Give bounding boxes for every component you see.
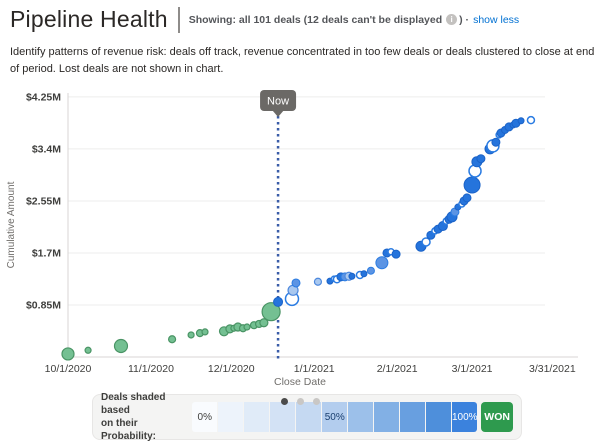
probability-legend: Deals shaded based on their Probability:… — [92, 392, 522, 442]
chart-description: Identify patterns of revenue risk: deals… — [10, 46, 595, 76]
showing-suffix: ) · — [459, 13, 470, 26]
probability-segment: 50% — [322, 402, 348, 432]
deal-point[interactable] — [291, 278, 301, 288]
legend-label: Deals shaded based on their Probability: — [101, 392, 166, 442]
deal-point[interactable] — [113, 338, 129, 354]
deal-point[interactable] — [463, 176, 481, 194]
y-tick-label: $3.4M — [32, 143, 61, 155]
deal-point[interactable] — [517, 117, 525, 125]
x-tick-label: 1/1/2021 — [294, 363, 335, 375]
y-tick-label: $1.7M — [32, 247, 61, 259]
deal-point[interactable] — [526, 115, 536, 125]
showing-summary: Showing: all 101 deals (12 deals can't b… — [189, 14, 519, 26]
deal-point[interactable] — [187, 331, 195, 339]
now-tooltip-pointer — [272, 110, 285, 117]
y-tick-label: $2.55M — [26, 195, 61, 207]
deal-point[interactable] — [462, 193, 472, 203]
probability-segment: 100% — [452, 402, 478, 432]
legend-pager-dots — [281, 398, 320, 405]
won-badge: WON — [481, 402, 513, 432]
probability-gradient-bar: 0% 50% 100% — [192, 402, 478, 432]
x-tick-label: 10/1/2020 — [45, 363, 92, 375]
probability-segment — [218, 402, 244, 432]
show-less-link[interactable]: show less — [473, 13, 520, 26]
now-tooltip — [260, 90, 297, 111]
x-axis-title: Close Date — [274, 376, 326, 388]
deal-point[interactable] — [375, 256, 389, 270]
x-tick-label: 3/31/2021 — [529, 363, 576, 375]
deal-point[interactable] — [421, 237, 431, 247]
y-axis-title: Cumulative Amount — [6, 181, 17, 268]
probability-segment — [270, 402, 296, 432]
x-tick-label: 3/1/2021 — [452, 363, 493, 375]
deal-point[interactable] — [366, 266, 375, 275]
deal-point[interactable] — [360, 270, 368, 278]
deal-point[interactable] — [261, 302, 281, 322]
deal-point[interactable] — [243, 323, 251, 331]
x-tick-label: 11/1/2020 — [128, 363, 174, 375]
probability-segment — [244, 402, 270, 432]
deal-point[interactable] — [61, 347, 75, 361]
probability-segment — [400, 402, 426, 432]
pager-dot-inactive[interactable] — [297, 398, 304, 405]
deal-point[interactable] — [391, 249, 401, 259]
y-tick-label: $4.25M — [26, 91, 61, 103]
page-title: Pipeline Health — [10, 6, 168, 32]
info-icon[interactable]: i — [446, 14, 458, 25]
deal-point[interactable] — [313, 277, 323, 286]
deal-point[interactable] — [491, 137, 501, 147]
probability-segment — [374, 402, 400, 432]
probability-segment: 0% — [192, 402, 218, 432]
deal-point[interactable] — [273, 296, 284, 307]
now-tooltip-label: Now — [267, 96, 289, 108]
deal-point[interactable] — [476, 154, 486, 164]
deal-point[interactable] — [259, 318, 269, 328]
x-tick-label: 2/1/2021 — [377, 363, 418, 375]
header: Pipeline Health Showing: all 101 deals (… — [10, 6, 519, 33]
deal-point[interactable] — [84, 346, 92, 354]
pipeline-scatter-chart: $0.85M $1.7M $2.55M $3.4M $4.25M 10/1/2020 11/… — [6, 90, 578, 388]
deal-point[interactable] — [201, 328, 209, 336]
deal-point[interactable] — [167, 335, 177, 344]
x-tick-label: 12/1/2020 — [208, 363, 255, 375]
probability-segment — [348, 402, 374, 432]
probability-segment — [426, 402, 452, 432]
showing-text: Showing: all 101 deals (12 deals can't b… — [188, 13, 443, 26]
y-tick-label: $0.85M — [26, 299, 61, 311]
pager-dot-inactive[interactable] — [313, 398, 320, 405]
deal-point[interactable] — [348, 272, 356, 280]
pager-dot-active[interactable] — [281, 398, 288, 405]
title-divider — [177, 6, 180, 33]
probability-segment — [296, 402, 322, 432]
